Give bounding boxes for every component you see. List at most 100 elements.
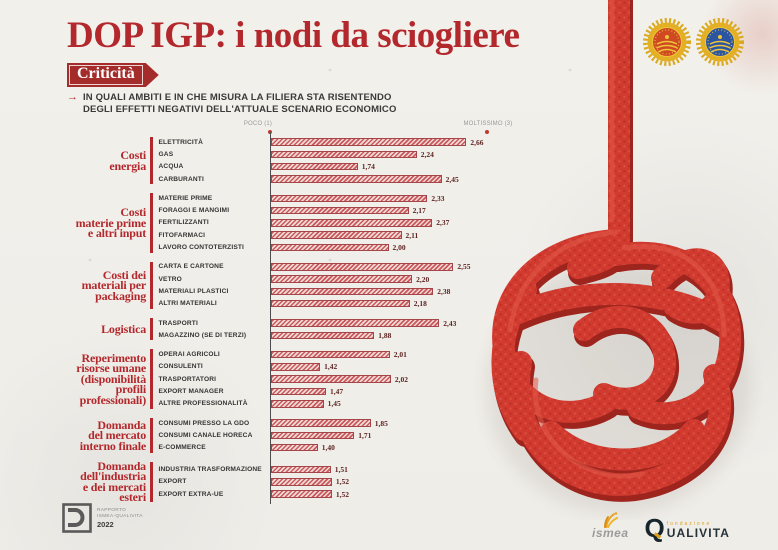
ismea-logo: ismea — [592, 512, 629, 539]
bar — [270, 319, 440, 327]
ismea-wheat-icon — [604, 512, 619, 528]
bar-zone: 1,42 — [270, 362, 338, 372]
group-items: CARTA E CARTONE 2,55 VETRO 2,20 MATERIALI PL… — [159, 261, 517, 310]
category-label: Costi materie prime e altri input — [75, 205, 147, 241]
chart-row: CONSUMI PRESSO LA GDO 1,85 — [159, 417, 517, 429]
bar — [270, 443, 318, 452]
axis-baseline — [270, 132, 271, 504]
value-label: 2,43 — [443, 318, 457, 328]
bar-zone: 2,17 — [270, 206, 426, 216]
chart-row: GAS 2,24 — [159, 148, 517, 160]
bar — [270, 299, 410, 308]
chart-row: CONSULENTI 1,42 — [159, 361, 517, 373]
item-label: EXPORT MANAGER — [158, 387, 224, 395]
chart-row: ACQUA 1,74 — [159, 161, 517, 173]
red-knot-illustration — [486, 0, 750, 514]
bar-zone: 1,74 — [270, 162, 375, 172]
chart-row: E-COMMERCE 1,40 — [159, 442, 517, 454]
chart-row: ALTRI MATERIALI 2,18 — [159, 298, 517, 310]
chart-row: FITOFARMACI 2,11 — [159, 229, 517, 241]
axis-min-label: POCO (1) — [243, 121, 273, 127]
value-label: 2,45 — [445, 174, 459, 184]
bar-zone: 2,20 — [270, 275, 429, 284]
chart-row: CARTA E CARTONE 2,55 — [159, 261, 517, 273]
item-label: FORAGGI E MANGIMI — [158, 207, 230, 215]
value-label: 1,52 — [335, 477, 350, 487]
chart-row: EXPORT EXTRA-UE 1,52 — [159, 488, 517, 500]
bar — [270, 138, 467, 146]
report-line-1: RAPPORTO — [97, 507, 127, 513]
report-line-2: ISMEA-QUALIVITA — [97, 513, 143, 519]
item-label: LAVORO CONTOTERZISTI — [158, 244, 245, 252]
chart-group: Costi dei materiali per packaging CARTA E C… — [66, 261, 516, 310]
value-label: 1,47 — [330, 386, 344, 396]
item-label: ACQUA — [158, 163, 184, 171]
value-label: 2,38 — [437, 286, 451, 296]
item-label: CONSUMI PRESSO LA GDO — [158, 419, 250, 427]
value-label: 1,74 — [361, 162, 375, 172]
item-label: OPERAI AGRICOLI — [158, 351, 220, 359]
criticita-badge-label: Criticità — [77, 65, 135, 82]
bar — [270, 375, 391, 383]
bar — [270, 275, 413, 283]
bar — [270, 287, 434, 296]
category-divider — [150, 317, 153, 341]
report-year: 2022 — [97, 519, 114, 529]
chart-row: INDUSTRIA TRASFORMAZIONE 1,51 — [159, 463, 517, 475]
bar — [270, 387, 326, 396]
item-label: INDUSTRIA TRASFORMAZIONE — [158, 466, 262, 474]
category-divider — [150, 193, 153, 253]
bar — [270, 419, 371, 427]
value-label: 1,88 — [378, 330, 392, 340]
chart-row: ALTRE PROFESSIONALITÀ 1,45 — [159, 398, 517, 410]
chart-row: TRASPORTATORI 2,02 — [159, 373, 517, 385]
bar-zone: 2,55 — [270, 262, 471, 272]
chart-row: CARBURANTI 2,45 — [159, 173, 517, 185]
chart-group: Domanda dell'industria e dei mercati esteri… — [66, 458, 517, 505]
value-label: 1,42 — [324, 362, 338, 372]
bar-zone: 2,24 — [270, 149, 434, 159]
bar — [270, 350, 390, 359]
chart-row: CONSUMI CANALE HORECA 1,71 — [159, 429, 517, 441]
bar — [270, 478, 332, 486]
bar-zone: 2,01 — [270, 350, 407, 359]
chart-row: EXPORT 1,52 — [159, 476, 517, 488]
igp-seal-icon — [696, 18, 744, 66]
group-items: MATERIE PRIME 2,33 FORAGGI E MANGIMI 2,17 FE… — [159, 192, 517, 253]
bar-zone: 2,33 — [270, 194, 445, 203]
item-label: ALTRE PROFESSIONALITÀ — [158, 400, 248, 408]
bar — [270, 162, 358, 171]
chart-row: ELETTRICITÀ 2,66 — [159, 136, 517, 148]
bar-zone: 2,18 — [270, 299, 427, 308]
chart-row: MATERIE PRIME 2,33 — [159, 192, 517, 204]
category-label: Domanda dell'industria e dei mercati esteri — [80, 458, 146, 505]
value-label: 2,17 — [412, 206, 426, 216]
category-label: Costi dei materiali per packaging — [81, 267, 147, 303]
item-label: ELETTRICITÀ — [158, 138, 204, 146]
item-label: MATERIALI PLASTICI — [158, 287, 229, 295]
chart-row: MATERIALI PLASTICI 2,38 — [159, 285, 517, 297]
report-logo: RAPPORTO ISMEA-QUALIVITA 2022 — [62, 503, 143, 533]
value-label: 1,85 — [374, 418, 388, 428]
bar-zone: 1,52 — [270, 490, 349, 499]
value-label: 1,51 — [334, 465, 348, 475]
group-items: CONSUMI PRESSO LA GDO 1,85 CONSUMI CANALE … — [159, 417, 517, 454]
value-label: 2,55 — [457, 262, 471, 272]
chart-row: EXPORT MANAGER 1,47 — [159, 385, 517, 397]
category-divider — [150, 261, 153, 309]
bar — [270, 243, 389, 252]
chart-group: Costi energia ELETTRICITÀ 2,66 GAS 2,24 ACQUA 1… — [66, 136, 516, 185]
value-label: 2,24 — [420, 149, 434, 159]
chart-row: TRASPORTI 2,43 — [159, 317, 517, 329]
value-label: 2,66 — [470, 137, 484, 147]
bar-zone: 2,43 — [270, 318, 457, 328]
category-label: Logistica — [101, 321, 146, 336]
footer-brands: ismea Q fondazione UALIVITA — [592, 512, 730, 541]
group-items: OPERAI AGRICOLI 2,01 CONSULENTI 1,42 TRASPOR… — [159, 348, 517, 409]
arrow-icon: → — [67, 91, 78, 103]
bar-zone: 2,02 — [270, 375, 408, 384]
item-label: ALTRI MATERIALI — [158, 300, 217, 308]
category-label: Domanda del mercato interno finale — [79, 417, 146, 453]
value-label: 1,45 — [327, 399, 341, 409]
chart-row: LAVORO CONTOTERZISTI 2,00 — [159, 241, 517, 253]
